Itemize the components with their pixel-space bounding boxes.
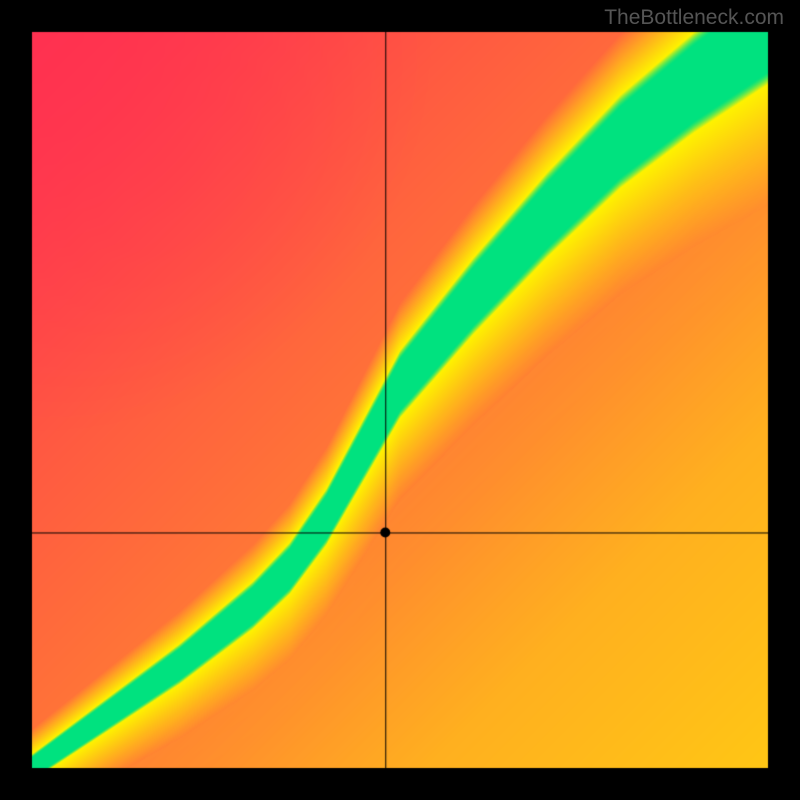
watermark-text: TheBottleneck.com xyxy=(604,6,784,30)
chart-container: TheBottleneck.com xyxy=(0,0,800,800)
bottleneck-heatmap xyxy=(0,0,800,800)
